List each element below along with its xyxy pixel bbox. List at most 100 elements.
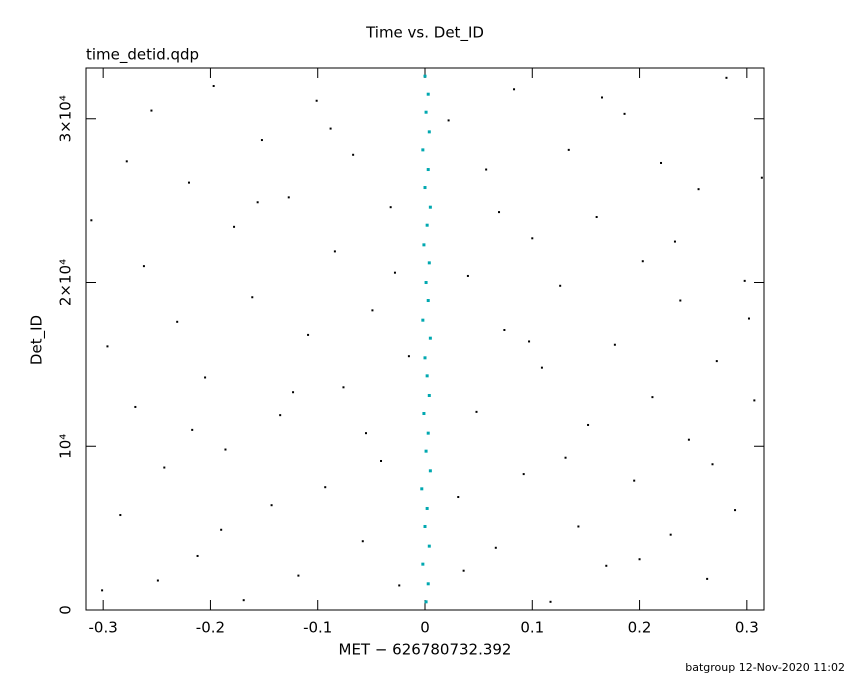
point <box>233 225 236 228</box>
point <box>447 119 450 122</box>
point <box>425 223 429 227</box>
x-axis-label: MET − 626780732.392 <box>339 641 512 659</box>
point <box>352 153 355 156</box>
point <box>605 564 608 567</box>
point <box>427 393 431 397</box>
point <box>426 299 430 303</box>
point <box>423 356 427 360</box>
point <box>564 456 567 459</box>
x-tick-label: -0.1 <box>303 619 332 637</box>
point <box>426 92 430 96</box>
point <box>528 340 531 343</box>
point <box>242 599 245 602</box>
y-tick-label: 10⁴ <box>57 434 75 459</box>
point <box>697 188 700 191</box>
point <box>307 333 310 336</box>
point <box>466 274 469 277</box>
point <box>679 299 682 302</box>
point <box>106 345 109 348</box>
y-tick-label: 2×10⁴ <box>57 259 75 306</box>
point <box>422 412 426 416</box>
point <box>613 343 616 346</box>
point <box>711 463 714 466</box>
point <box>595 216 598 219</box>
point <box>329 127 332 130</box>
y-tick-label: 3×10⁴ <box>57 95 75 142</box>
chart-subtitle: time_detid.qdp <box>86 46 199 65</box>
point <box>191 428 194 431</box>
point <box>398 584 401 587</box>
point <box>287 196 290 199</box>
point <box>150 109 153 112</box>
point <box>715 360 718 363</box>
point <box>421 318 425 322</box>
point <box>428 336 432 340</box>
point <box>423 186 427 190</box>
point <box>125 160 128 163</box>
point <box>423 524 427 528</box>
x-tick-label: 0 <box>420 619 430 637</box>
point <box>753 399 756 402</box>
point <box>256 201 259 204</box>
point <box>315 99 318 102</box>
point <box>427 261 431 265</box>
point <box>651 396 654 399</box>
x-tick-label: -0.2 <box>196 619 225 637</box>
point <box>522 473 525 476</box>
point <box>426 431 430 435</box>
y-axis-label: Det_ID <box>28 315 47 365</box>
point <box>743 279 746 282</box>
point <box>462 569 465 572</box>
point <box>428 469 432 473</box>
point <box>424 281 428 285</box>
point <box>427 130 431 134</box>
point <box>725 76 728 79</box>
point <box>279 414 282 417</box>
point <box>333 250 336 253</box>
point <box>641 260 644 263</box>
point <box>260 139 263 142</box>
point <box>134 405 137 408</box>
point <box>577 525 580 528</box>
point <box>669 533 672 536</box>
point <box>734 509 737 512</box>
point <box>163 466 166 469</box>
point <box>747 317 750 320</box>
point <box>549 600 552 603</box>
point <box>361 540 364 543</box>
chart-title: Time vs. Det_ID <box>365 24 484 43</box>
point <box>687 438 690 441</box>
point <box>212 85 215 88</box>
point <box>424 600 428 604</box>
point <box>119 514 122 517</box>
point <box>292 391 295 394</box>
point <box>270 504 273 507</box>
point <box>485 168 488 171</box>
point <box>101 589 104 592</box>
point <box>623 112 626 115</box>
point <box>424 110 428 114</box>
point <box>420 487 424 491</box>
point <box>142 265 145 268</box>
x-tick-label: 0.2 <box>628 619 652 637</box>
point <box>324 486 327 489</box>
point <box>425 374 429 378</box>
point <box>90 219 93 222</box>
point <box>498 211 501 214</box>
point <box>424 449 428 453</box>
point <box>251 296 254 299</box>
point <box>421 148 425 152</box>
point <box>196 554 199 557</box>
point <box>540 366 543 369</box>
point <box>503 328 506 331</box>
point <box>380 459 383 462</box>
point <box>426 582 430 586</box>
point <box>371 309 374 312</box>
point <box>220 528 223 531</box>
point <box>638 558 641 561</box>
point <box>421 562 425 566</box>
point <box>706 577 709 580</box>
point <box>224 448 227 451</box>
point <box>494 546 497 549</box>
point <box>425 506 429 510</box>
